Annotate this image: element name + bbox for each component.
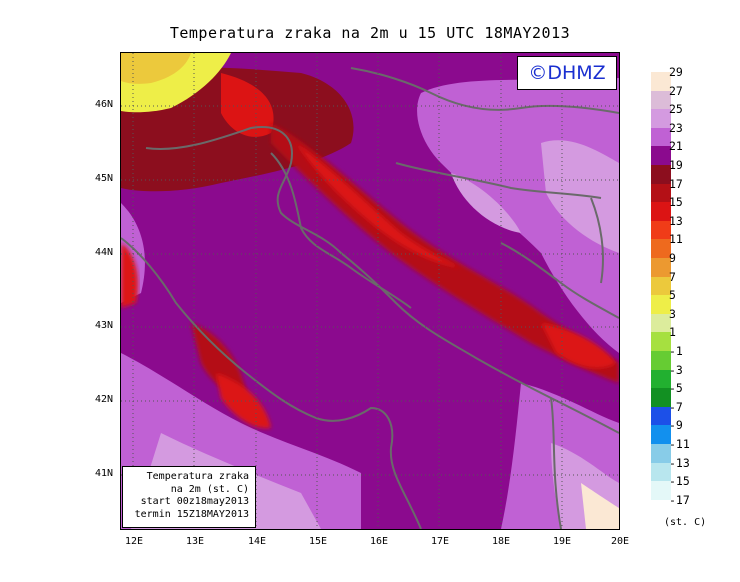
legend-level-label: 11 bbox=[669, 232, 683, 247]
legend-level-label: 21 bbox=[669, 139, 683, 154]
legend-level-label: -13 bbox=[669, 455, 690, 470]
legend-swatch bbox=[651, 183, 671, 203]
legend-swatch bbox=[651, 369, 671, 389]
warm-spot-italy-west bbox=[121, 243, 138, 308]
legend-level-label: -11 bbox=[669, 437, 690, 451]
cooler-area-bosnia bbox=[451, 173, 521, 233]
lat-tick: 44N bbox=[95, 247, 114, 258]
legend-swatch bbox=[651, 313, 671, 333]
lat-tick: 41N bbox=[95, 468, 114, 479]
map-title: Temperatura zraka na 2m u 15 UTC 18MAY20… bbox=[169, 24, 571, 42]
legend-level-label: -1 bbox=[669, 344, 683, 358]
info-line-termin: termin 15Z18MAY2013 bbox=[134, 508, 249, 520]
legend-unit: (st. C) bbox=[664, 517, 707, 528]
legend-swatch bbox=[651, 165, 671, 184]
lon-tick: 16E bbox=[369, 536, 389, 547]
legend-level-label: 5 bbox=[669, 288, 676, 303]
legend-swatch bbox=[651, 127, 671, 147]
warm-core-dalmatia bbox=[296, 143, 461, 268]
info-line-units: na 2m (st. C) bbox=[170, 483, 249, 495]
legend-swatch bbox=[651, 239, 671, 258]
legend-level-label: 23 bbox=[669, 120, 683, 135]
legend-level-label: 3 bbox=[669, 306, 676, 321]
lon-tick: 12E bbox=[124, 536, 144, 547]
warm-core-north bbox=[221, 73, 274, 137]
legend-swatch bbox=[651, 258, 671, 277]
copyright-badge: ©DHMZ bbox=[517, 56, 617, 90]
lon-tick: 14E bbox=[247, 536, 267, 547]
lon-tick: 17E bbox=[430, 536, 450, 547]
legend-level-label: 1 bbox=[669, 325, 676, 340]
info-box: Temperatura zraka na 2m (st. C) start 00… bbox=[122, 466, 256, 528]
hotter-area-northwest bbox=[121, 53, 191, 84]
lon-tick: 18E bbox=[491, 536, 511, 547]
legend-swatch bbox=[651, 444, 671, 463]
legend-level-label: -17 bbox=[669, 492, 690, 507]
legend-swatch bbox=[651, 406, 671, 426]
legend-level-label: -7 bbox=[669, 399, 683, 414]
legend-level-label: 17 bbox=[669, 176, 683, 191]
lon-tick: 13E bbox=[185, 536, 205, 547]
legend-swatch bbox=[651, 462, 671, 482]
temperature-map bbox=[120, 52, 620, 530]
legend-swatch bbox=[651, 425, 671, 444]
legend-level-label: 15 bbox=[669, 195, 683, 210]
legend-level-label: 7 bbox=[669, 269, 676, 284]
lat-lon-grid bbox=[121, 53, 619, 529]
legend-swatch bbox=[651, 202, 671, 221]
legend-level-label: 27 bbox=[669, 83, 683, 98]
warm-spot-montenegro bbox=[541, 323, 616, 369]
warm-spot-italy-2 bbox=[216, 373, 271, 429]
legend-swatch bbox=[651, 72, 671, 91]
warm-spot-italy-1 bbox=[191, 323, 246, 394]
legend-swatch bbox=[651, 481, 671, 500]
lon-tick: 20E bbox=[610, 536, 630, 547]
lat-tick: 43N bbox=[95, 320, 114, 331]
legend-level-label: -3 bbox=[669, 362, 683, 377]
legend-swatch bbox=[651, 109, 671, 128]
lon-tick: 15E bbox=[308, 536, 328, 547]
legend-level-label: -5 bbox=[669, 381, 683, 396]
lat-tick: 42N bbox=[95, 394, 114, 405]
legend-level-label: -9 bbox=[669, 418, 683, 433]
legend-swatch bbox=[651, 276, 671, 296]
legend-swatch bbox=[651, 295, 671, 314]
lat-tick: 46N bbox=[95, 99, 114, 110]
legend-level-label: -15 bbox=[669, 474, 690, 489]
legend-level-label: 9 bbox=[669, 251, 676, 265]
legend-swatch bbox=[651, 388, 671, 407]
warm-band-dalmatia bbox=[271, 123, 619, 383]
info-line-start: start 00z18may2013 bbox=[140, 496, 249, 507]
legend-level-label: 29 bbox=[669, 65, 683, 79]
info-line-variable: Temperatura zraka bbox=[146, 471, 249, 482]
legend-swatch bbox=[651, 90, 671, 110]
legend-swatch bbox=[651, 332, 671, 351]
coastlines bbox=[121, 67, 619, 529]
lat-tick: 45N bbox=[95, 173, 114, 184]
legend-swatch bbox=[651, 146, 671, 165]
legend-level-label: 13 bbox=[669, 213, 683, 228]
warmest-pale-area bbox=[581, 483, 619, 529]
legend-level-label: 25 bbox=[669, 102, 683, 117]
legend-swatch bbox=[651, 220, 671, 240]
legend-level-label: 19 bbox=[669, 158, 683, 172]
map-svg bbox=[121, 53, 619, 529]
lon-tick: 19E bbox=[552, 536, 572, 547]
legend-swatch bbox=[651, 351, 671, 370]
